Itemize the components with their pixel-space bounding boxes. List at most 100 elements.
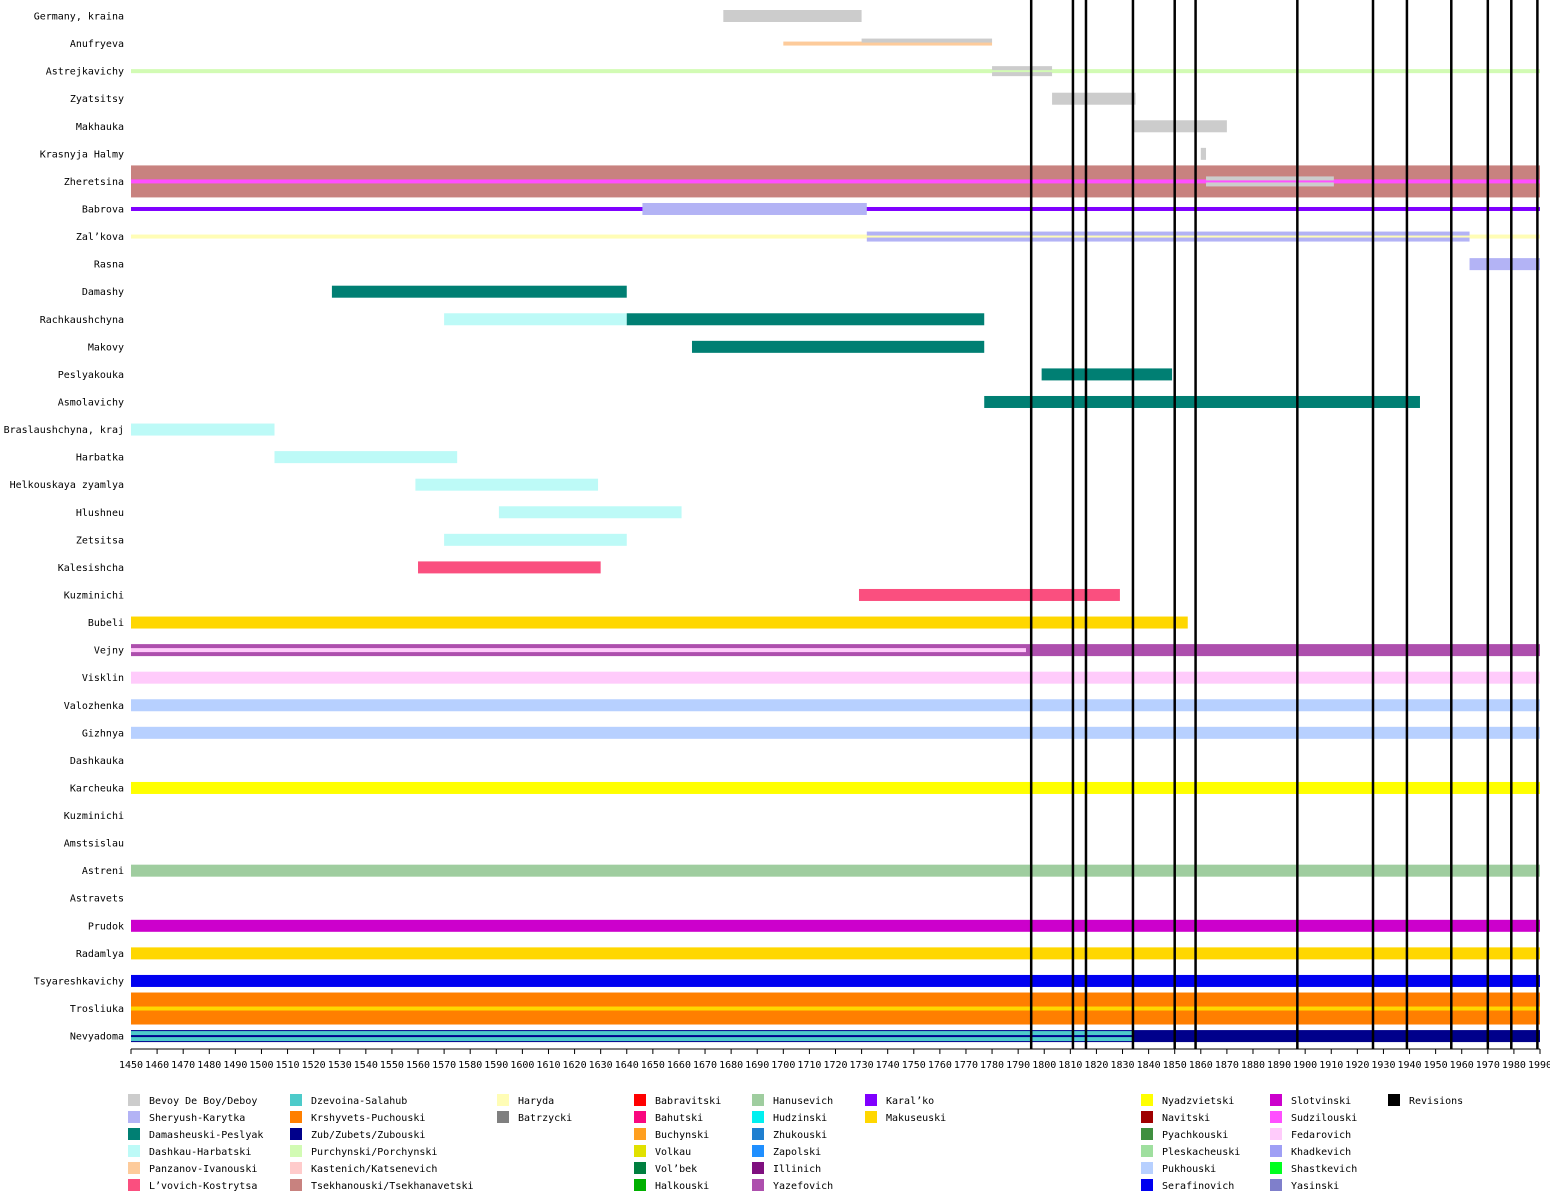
- x-tick-label: 1640: [615, 1060, 639, 1071]
- bar-rachkaushchyna-dashkau-harbatski: [444, 313, 627, 326]
- x-tick-label: 1840: [1137, 1060, 1161, 1071]
- legend-swatch-bevoy-de-boy-deboy: [128, 1094, 140, 1106]
- bar-astrejkavichy-bevoy-de-boy-deboy: [992, 72, 1053, 77]
- bar-kuzminichi-l-vovich-kostrytsa: [858, 588, 1120, 601]
- legend-label: Bahutski: [655, 1113, 703, 1124]
- legend-label: Slotvinski: [1291, 1096, 1351, 1107]
- legend-label: Hanusevich: [773, 1096, 833, 1107]
- legend-label: Shastkevich: [1291, 1164, 1357, 1175]
- bar-zal-kova-sheryush-karytka: [866, 237, 1470, 242]
- row-label: Kuzminichi: [64, 811, 124, 822]
- x-tick-label: 1810: [1058, 1060, 1082, 1071]
- row-label: Krasnyja Halmy: [40, 149, 124, 160]
- bar-zheretsina-bevoy-de-boy-deboy: [1206, 182, 1334, 187]
- bar-anufryeva-panzanov-ivanouski: [783, 41, 993, 46]
- x-tick-label: 1450: [119, 1060, 143, 1071]
- row-label: Vejny: [94, 646, 124, 657]
- x-tick-label: 1590: [484, 1060, 508, 1071]
- legend-swatch-sudzilouski: [1270, 1111, 1282, 1123]
- row-label: Rasna: [94, 260, 124, 271]
- legend-label: Babravitski: [655, 1096, 721, 1107]
- x-tick-label: 1520: [302, 1060, 326, 1071]
- bar-babrova-sheryush-karytka: [642, 202, 867, 215]
- legend-swatch-purchynski-porchynski: [290, 1145, 302, 1157]
- legend-label: Pyachkouski: [1162, 1130, 1228, 1141]
- x-tick-label: 1460: [145, 1060, 169, 1071]
- row-label: Germany, kraina: [34, 12, 124, 23]
- legend-swatch-panzanov-ivanouski: [128, 1162, 140, 1174]
- legend-label: Halkouski: [655, 1181, 709, 1192]
- x-tick-label: 1930: [1371, 1060, 1395, 1071]
- legend-swatch-serafinovich: [1141, 1179, 1153, 1191]
- bar-nevyadoma-dzevoina-salahub: [131, 1037, 1133, 1042]
- x-tick-label: 1770: [954, 1060, 978, 1071]
- legend-swatch-pyachkouski: [1141, 1128, 1153, 1140]
- x-tick-label: 1490: [223, 1060, 247, 1071]
- row-label: Peslyakouka: [58, 370, 124, 381]
- x-tick-label: 1790: [1006, 1060, 1030, 1071]
- x-tick-label: 1730: [850, 1060, 874, 1071]
- x-tick-label: 1710: [797, 1060, 821, 1071]
- x-tick-label: 1990: [1528, 1060, 1550, 1071]
- bar-zal-kova-sheryush-karytka: [866, 231, 1470, 236]
- bar-vejny-fedarovich: [131, 648, 1026, 653]
- bar-astreni-hanusevich: [131, 864, 1540, 877]
- legend-label: Damasheuski-Peslyak: [149, 1130, 263, 1141]
- legend-label: Panzanov-Ivanouski: [149, 1164, 257, 1175]
- legend-swatch-vol-bek: [634, 1162, 646, 1174]
- bar-helkouskaya-zyamlya-dashkau-harbatski: [415, 478, 599, 491]
- legend-label: Sudzilouski: [1291, 1113, 1357, 1124]
- legend-swatch-haryda: [497, 1094, 509, 1106]
- legend-label: Kastenich/Katsenevich: [311, 1164, 437, 1175]
- bar-zetsitsa-dashkau-harbatski: [444, 533, 627, 546]
- row-label: Astrejkavichy: [46, 67, 124, 78]
- row-label: Zetsitsa: [76, 535, 124, 546]
- legend-swatch-dzevoina-salahub: [290, 1094, 302, 1106]
- row-label: Kalesishcha: [58, 563, 124, 574]
- bar-trosliuka-makuseuski: [131, 1006, 1540, 1011]
- x-tick-label: 1580: [458, 1060, 482, 1071]
- bar-karcheuka-nyadzvietski: [131, 781, 1540, 794]
- row-label: Hlushneu: [76, 508, 124, 519]
- ownership-bars: [131, 10, 1540, 1043]
- legend-label: Dzevoina-Salahub: [311, 1096, 407, 1107]
- legend-label: Nyadzvietski: [1162, 1096, 1234, 1107]
- x-tick-label: 1530: [328, 1060, 352, 1071]
- legend-swatch-yazefovich: [752, 1179, 764, 1191]
- legend-label: Zhukouski: [773, 1130, 827, 1141]
- row-labels: Germany, kraina Anufryeva Astrejkavichy Zya…: [4, 12, 124, 1043]
- x-tick-label: 1680: [719, 1060, 743, 1071]
- legend-label: Bevoy De Boy/Deboy: [149, 1096, 257, 1107]
- legend-label: Pukhouski: [1162, 1164, 1216, 1175]
- legend-label: L’vovich-Kostrytsa: [149, 1181, 257, 1192]
- legend-label: Dashkau-Harbatski: [149, 1147, 251, 1158]
- x-tick-label: 1720: [823, 1060, 847, 1071]
- bar-astrejkavichy-bevoy-de-boy-deboy: [992, 66, 1053, 71]
- legend-swatch-shastkevich: [1270, 1162, 1282, 1174]
- row-label: Zyatsitsy: [70, 94, 124, 105]
- legend-swatch-illinich: [752, 1162, 764, 1174]
- x-axis: 1450 1460 1470 1480 1490 1500 1510 1520 1530 1540…: [119, 1048, 1550, 1071]
- bar-bubeli-makuseuski: [131, 616, 1188, 629]
- x-tick-label: 1480: [197, 1060, 221, 1071]
- bar-germany-kraina-bevoy-de-boy-deboy: [723, 10, 862, 22]
- bar-krasnyja-halmy-bevoy-de-boy-deboy: [1200, 147, 1207, 160]
- legend-label: Batrzycki: [518, 1113, 572, 1124]
- row-label: Karcheuka: [70, 783, 124, 794]
- x-tick-label: 1500: [249, 1060, 273, 1071]
- bar-damashy-damasheuski-peslyak: [331, 285, 627, 298]
- x-tick-label: 1560: [406, 1060, 430, 1071]
- legend-swatch-halkouski: [634, 1179, 646, 1191]
- legend-swatch-dashkau-harbatski: [128, 1145, 140, 1157]
- legend-swatch-hudzinski: [752, 1111, 764, 1123]
- legend-swatch-krshyvets-puchouski: [290, 1111, 302, 1123]
- legend-label: Khadkevich: [1291, 1147, 1351, 1158]
- x-tick-label: 1570: [432, 1060, 456, 1071]
- x-tick-label: 1950: [1424, 1060, 1448, 1071]
- x-tick-label: 1980: [1502, 1060, 1526, 1071]
- x-tick-label: 1850: [1163, 1060, 1187, 1071]
- legend-label: Haryda: [518, 1096, 554, 1107]
- bar-makovy-damasheuski-peslyak: [691, 340, 985, 353]
- bar-braslaushchyna-kraj-dashkau-harbatski: [131, 423, 275, 436]
- row-label: Astreni: [82, 866, 124, 877]
